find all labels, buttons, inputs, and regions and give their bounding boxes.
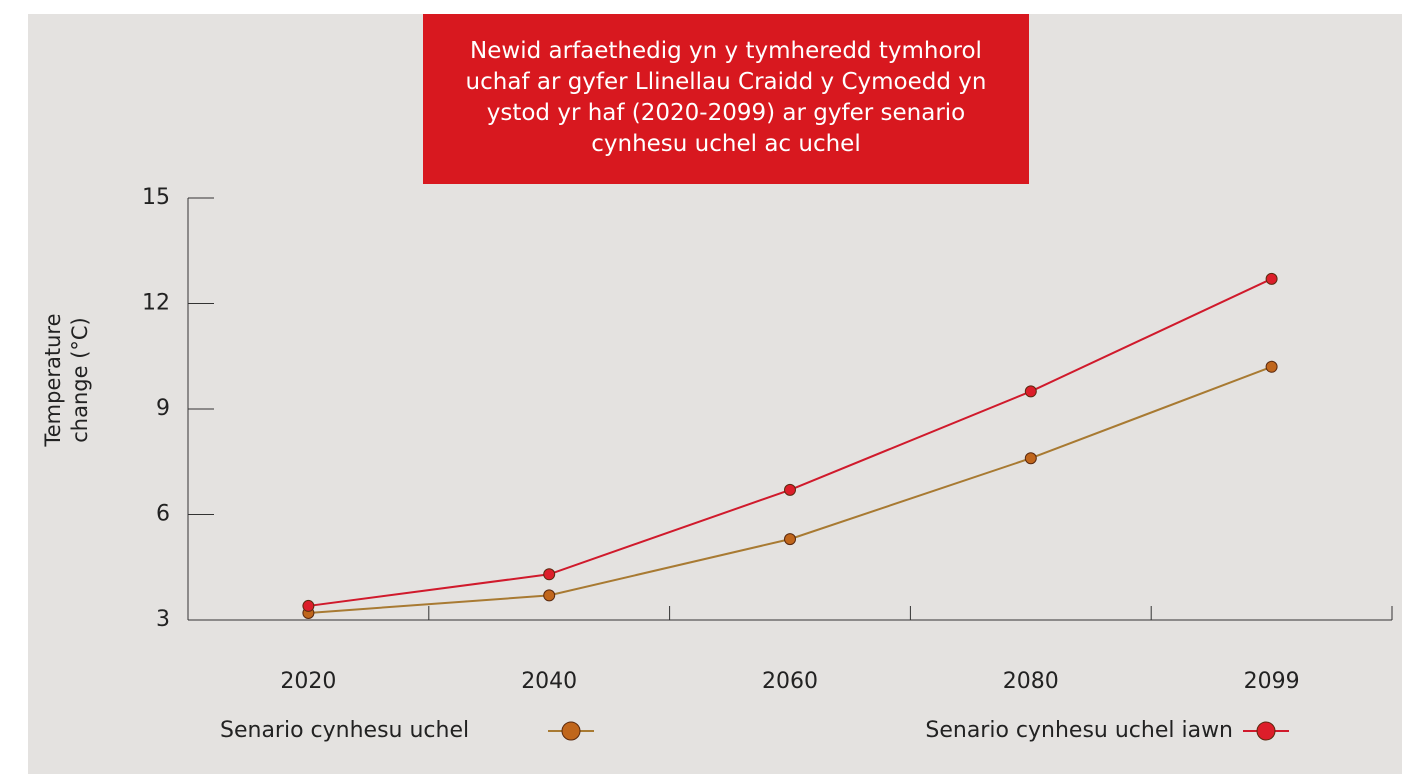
legend-marker (561, 721, 581, 741)
data-point (543, 568, 556, 581)
data-point (1265, 360, 1278, 373)
series-line (308, 277, 1273, 607)
y-tick-label: 3 (156, 607, 170, 632)
legend-label: Senario cynhesu uchel iawn (925, 718, 1233, 743)
y-tick-label: 9 (156, 396, 170, 421)
y-tick-label: 6 (156, 502, 170, 527)
y-axis-label: Temperature change (°C) (41, 313, 92, 447)
x-tick-label: 2080 (1003, 669, 1059, 694)
x-tick-label: 2040 (521, 669, 577, 694)
legend-marker (1256, 721, 1276, 741)
x-tick-label: 2060 (762, 669, 818, 694)
data-point (302, 599, 315, 612)
x-tick-label: 2020 (280, 669, 336, 694)
data-point (543, 589, 556, 602)
data-point (1024, 452, 1037, 465)
y-tick-label: 12 (142, 291, 170, 316)
data-point (784, 483, 796, 496)
data-point (1024, 385, 1037, 398)
legend-label: Senario cynhesu uchel (220, 718, 469, 743)
chart-title: Newid arfaethedig yn y tymheredd tymhoro… (423, 14, 1029, 184)
x-tick-label: 2099 (1244, 669, 1300, 694)
y-tick-label: 15 (142, 185, 170, 210)
data-point (784, 533, 796, 546)
data-point (1265, 272, 1278, 285)
